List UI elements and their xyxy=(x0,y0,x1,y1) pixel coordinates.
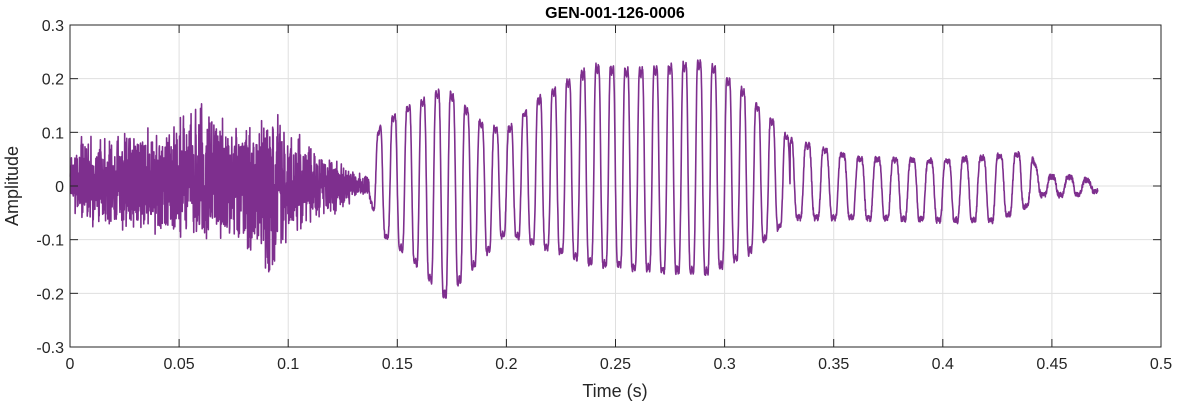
x-tick-label: 0.1 xyxy=(277,356,299,373)
x-tick-label: 0.35 xyxy=(818,356,849,373)
x-tick-label: 0 xyxy=(66,356,75,373)
y-tick-label: 0.1 xyxy=(42,125,64,142)
y-tick-label: 0.3 xyxy=(42,18,64,35)
series-layer xyxy=(69,59,1099,299)
y-tick-label: -0.2 xyxy=(36,286,64,303)
x-axis-label: Time (s) xyxy=(582,381,647,401)
y-axis-ticks: -0.3 -0.2 -0.1 0 0.1 0.2 0.3 xyxy=(36,18,1161,357)
y-tick-label: -0.3 xyxy=(36,340,64,357)
x-axis-ticks: 0 0.05 0.1 0.15 0.2 0.25 0.3 0.35 0.4 0.45 0.5 xyxy=(66,25,1172,373)
x-tick-label: 0.5 xyxy=(1150,356,1172,373)
x-tick-label: 0.4 xyxy=(932,356,954,373)
y-tick-label: 0.2 xyxy=(42,72,64,89)
x-tick-label: 0.05 xyxy=(164,356,195,373)
x-tick-label: 0.45 xyxy=(1036,356,1067,373)
x-tick-label: 0.3 xyxy=(713,356,735,373)
x-tick-label: 0.25 xyxy=(600,356,631,373)
x-tick-label: 0.15 xyxy=(382,356,413,373)
chart-title: GEN-001-126-0006 xyxy=(545,5,685,22)
y-tick-label: 0 xyxy=(55,179,64,196)
waveform-line xyxy=(69,59,1099,299)
y-tick-label: -0.1 xyxy=(36,233,64,250)
x-tick-label: 0.2 xyxy=(495,356,517,373)
y-axis-label: Amplitude xyxy=(2,146,22,226)
